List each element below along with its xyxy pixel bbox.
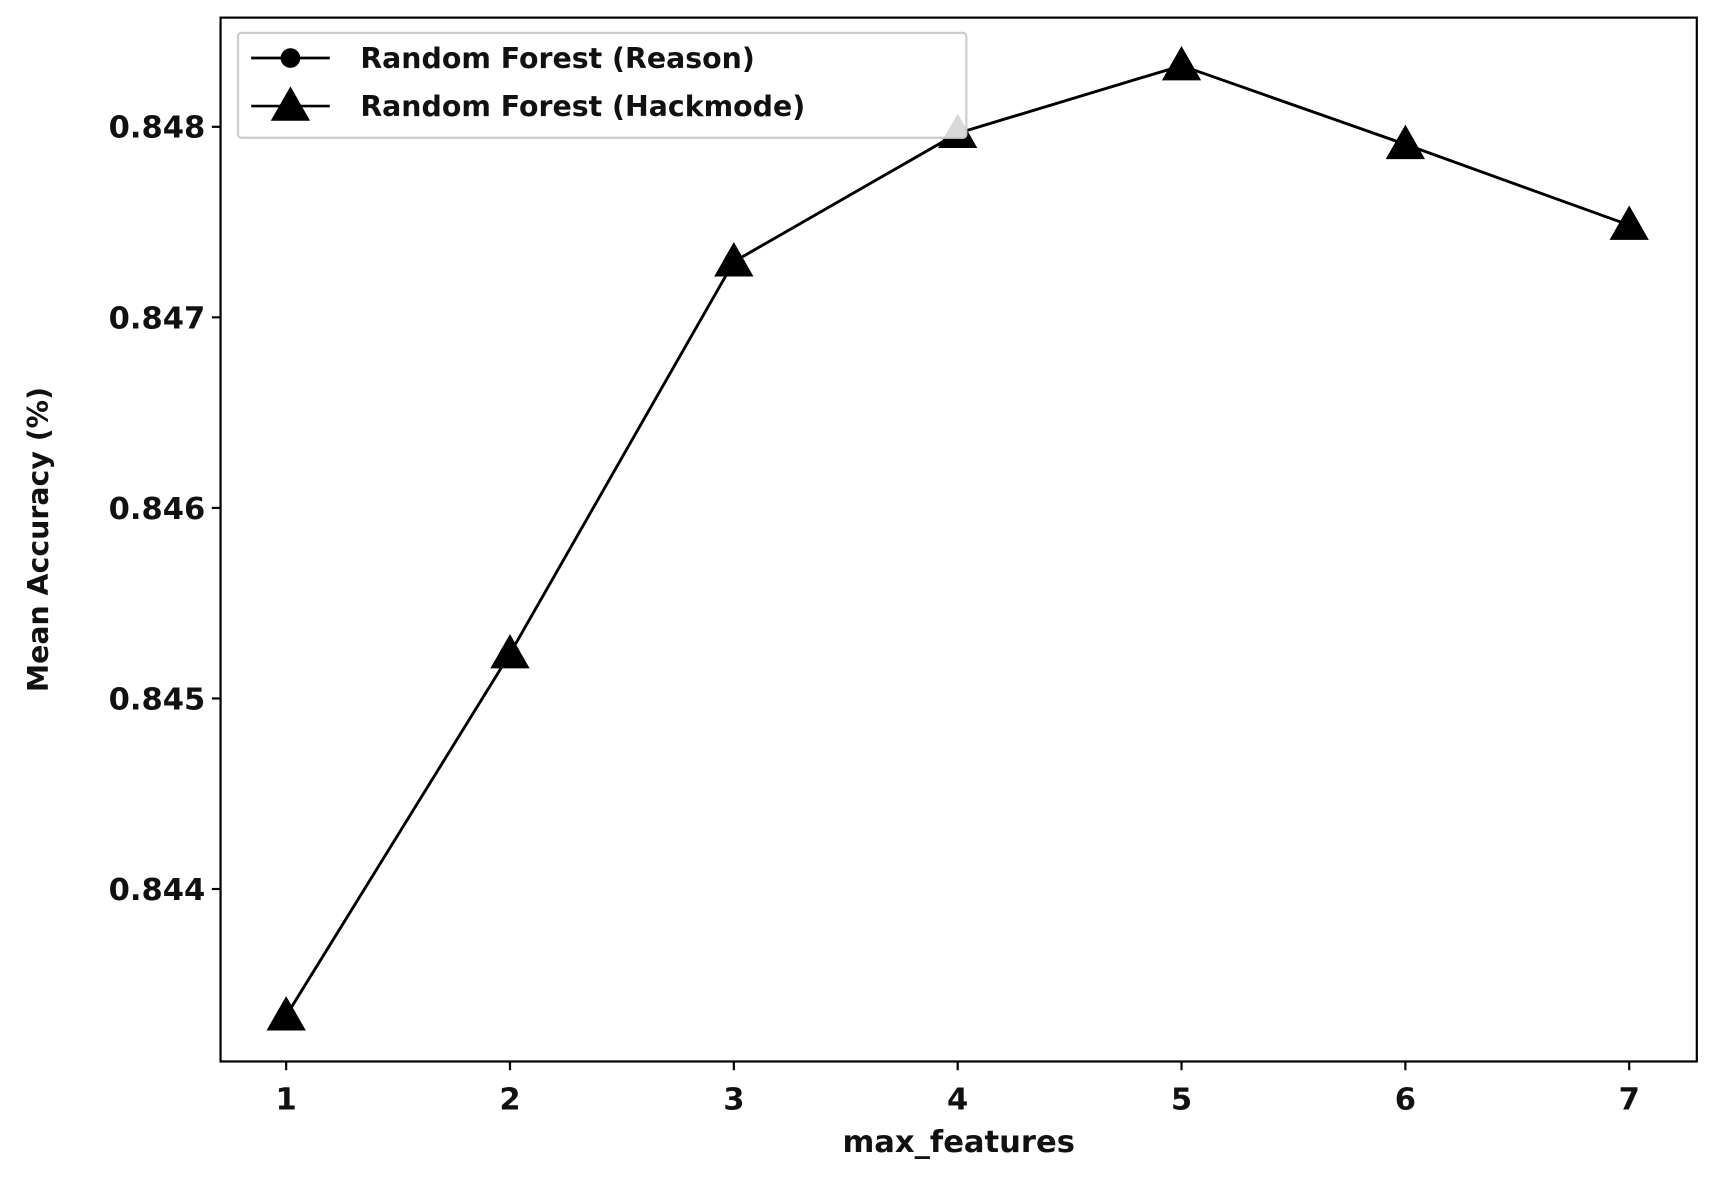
- data-point: [266, 996, 306, 1031]
- data-point: [1385, 124, 1426, 160]
- x-tick-label: 7: [1619, 1083, 1640, 1118]
- x-tick-label: 4: [947, 1083, 968, 1118]
- legend-marker: [280, 48, 301, 68]
- data-point: [490, 634, 530, 669]
- plot-frame: [219, 16, 1698, 1063]
- x-tick-label: 5: [1171, 1083, 1192, 1118]
- data-point: [714, 242, 754, 277]
- data-point: [1161, 45, 1202, 81]
- series-line: [284, 64, 1630, 1017]
- y-axis-label: Mean Accuracy (%): [22, 387, 55, 692]
- y-tick-label: 0.845: [109, 682, 206, 717]
- legend-label: Random Forest (Reason): [360, 42, 755, 75]
- y-tick-label: 0.848: [109, 111, 206, 146]
- x-tick-label: 2: [499, 1083, 520, 1118]
- legend-marker: [270, 86, 311, 121]
- x-tick-label: 6: [1395, 1083, 1416, 1118]
- data-point: [1609, 205, 1649, 240]
- y-tick-label: 0.847: [109, 301, 206, 336]
- legend-box: [236, 31, 968, 139]
- series-line: [284, 64, 1630, 1017]
- x-axis-label: max_features: [842, 1125, 1074, 1160]
- y-tick-label: 0.844: [109, 873, 206, 908]
- x-tick-label: 1: [276, 1083, 297, 1118]
- legend-label: Random Forest (Hackmode): [360, 90, 805, 123]
- y-tick-label: 0.846: [109, 492, 206, 527]
- x-tick-label: 3: [723, 1083, 744, 1118]
